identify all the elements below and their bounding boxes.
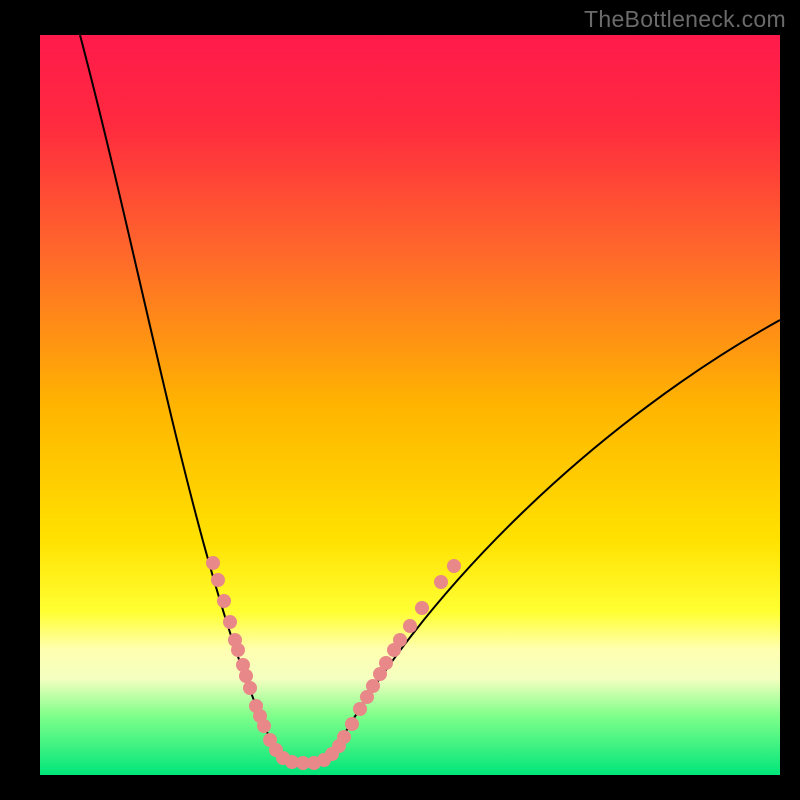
curve-dot	[379, 656, 393, 670]
curve-dot	[257, 719, 271, 733]
curve-dot	[366, 679, 380, 693]
curve-dot	[415, 601, 429, 615]
bottleneck-curve-plot	[0, 0, 800, 800]
curve-dot	[231, 643, 245, 657]
curve-dot	[345, 717, 359, 731]
curve-dot	[353, 702, 367, 716]
curve-dot	[211, 573, 225, 587]
curve-dot	[403, 619, 417, 633]
curve-dot	[393, 633, 407, 647]
curve-dot	[206, 556, 220, 570]
curve-dot	[243, 681, 257, 695]
curve-dot	[434, 575, 448, 589]
curve-dot	[337, 730, 351, 744]
curve-dot	[447, 559, 461, 573]
curve-dot	[239, 669, 253, 683]
gradient-background	[40, 35, 780, 775]
curve-dot	[223, 615, 237, 629]
watermark-text: TheBottleneck.com	[584, 6, 786, 33]
curve-dot	[217, 594, 231, 608]
